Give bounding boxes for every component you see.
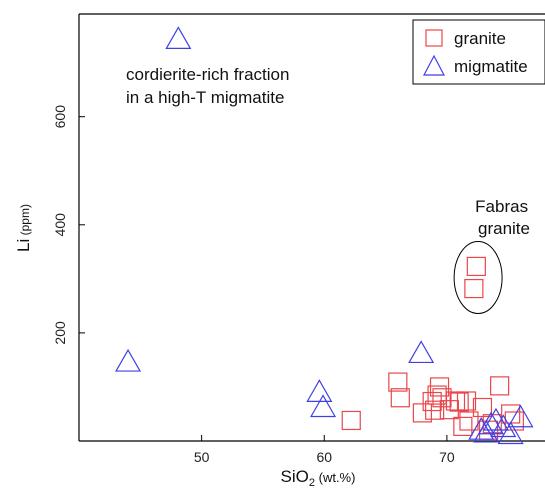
annotation-cordierite: cordierite-rich fraction in a high-T mig… bbox=[126, 65, 294, 107]
x-tick-label: 50 bbox=[194, 449, 210, 465]
annotation-cordierite-line2: in a high-T migmatite bbox=[126, 88, 284, 107]
x-tick-label: 60 bbox=[316, 449, 332, 465]
granite-point bbox=[466, 256, 486, 277]
migmatite-point bbox=[478, 411, 505, 435]
y-axis-title-main: Li bbox=[14, 239, 33, 252]
migmatite-point bbox=[165, 26, 192, 50]
annotation-cordierite-line1: cordierite-rich fraction bbox=[126, 65, 289, 84]
granite-point bbox=[501, 404, 521, 424]
migmatite-point bbox=[306, 379, 333, 402]
granite-point bbox=[341, 410, 361, 431]
y-axis-title: Li (ppm) bbox=[14, 204, 33, 252]
legend-migmatite-label: migmatite bbox=[454, 57, 528, 76]
granite-point bbox=[412, 403, 432, 423]
y-tick-label: 200 bbox=[52, 321, 68, 345]
annotation-fabras: Fabras granite bbox=[475, 197, 533, 238]
y-tick-label: 400 bbox=[52, 213, 68, 237]
legend-granite-label: granite bbox=[454, 29, 506, 48]
annotation-fabras-line2: granite bbox=[478, 219, 530, 238]
migmatite-point bbox=[497, 421, 524, 445]
granite-point bbox=[464, 278, 484, 299]
granite-point bbox=[449, 392, 469, 412]
fabras-granite-ellipse bbox=[453, 240, 503, 314]
granite-point bbox=[472, 397, 493, 418]
granite-point bbox=[432, 388, 452, 408]
migmatite-point bbox=[468, 416, 495, 440]
granite-point bbox=[390, 388, 410, 408]
data-points bbox=[115, 26, 534, 445]
granite-point bbox=[429, 377, 450, 397]
migmatite-point bbox=[507, 404, 534, 428]
legend-box bbox=[412, 19, 545, 85]
migmatite-point bbox=[310, 394, 337, 418]
x-tick-label: 70 bbox=[439, 449, 455, 465]
migmatite-point bbox=[115, 348, 142, 372]
x-axis-title-sub: 2 bbox=[309, 477, 315, 489]
y-tick-label: 600 bbox=[52, 105, 68, 129]
granite-point bbox=[425, 400, 445, 420]
granite-point bbox=[388, 372, 408, 392]
legend: granite migmatite bbox=[412, 19, 545, 85]
x-axis-title-main: SiO bbox=[281, 467, 309, 486]
annotation-fabras-line1: Fabras bbox=[475, 197, 528, 216]
granite-point bbox=[453, 416, 473, 437]
y-axis-title-unit: (ppm) bbox=[18, 204, 32, 239]
granite-point bbox=[456, 391, 477, 411]
legend-granite-marker bbox=[425, 29, 443, 47]
x-axis-title-unit: (wt.%) bbox=[315, 470, 355, 485]
migmatite-point bbox=[482, 407, 509, 431]
legend-migmatite-marker bbox=[423, 54, 445, 76]
granite-point bbox=[490, 376, 510, 396]
x-axis-title: SiO2 (wt.%) bbox=[281, 467, 356, 489]
granite-point bbox=[445, 391, 466, 411]
granite-point bbox=[459, 411, 479, 431]
axis-ticks: 50 60 70 200 400 600 bbox=[52, 105, 455, 465]
migmatite-point bbox=[408, 340, 435, 364]
